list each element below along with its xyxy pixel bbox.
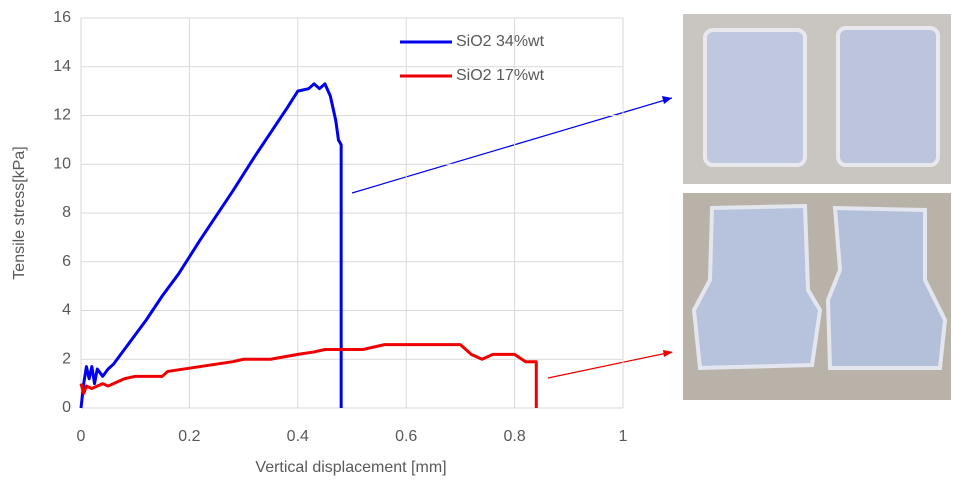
x-tick-label: 1 (619, 428, 628, 445)
legend-label: SiO2 34%wt (456, 33, 545, 50)
photo-top (683, 14, 951, 184)
y-tick-label: 6 (62, 253, 71, 270)
sample-piece (825, 205, 948, 370)
y-tick-label: 10 (53, 155, 71, 172)
y-axis-title: Tensile stress[kPa] (11, 146, 28, 279)
x-tick-label: 0.2 (178, 428, 200, 445)
y-tick-label: 16 (53, 9, 71, 26)
x-tick-label: 0.6 (395, 428, 417, 445)
y-tick-label: 2 (62, 350, 71, 367)
x-tick-label: 0 (77, 428, 86, 445)
x-axis-title: Vertical displacement [mm] (255, 459, 446, 476)
y-tick-label: 0 (62, 399, 71, 416)
x-tick-label: 0.8 (503, 428, 525, 445)
annotation-arrow (351, 97, 673, 194)
legend-label: SiO2 17%wt (456, 67, 545, 84)
y-tick-label: 12 (53, 107, 71, 124)
photo-bottom (683, 193, 951, 400)
sample-piece (836, 26, 940, 167)
y-tick-label: 14 (53, 58, 71, 75)
arrow-head (662, 96, 672, 104)
x-tick-label: 0.4 (287, 428, 309, 445)
y-tick-label: 4 (62, 302, 71, 319)
data-line (79, 343, 538, 408)
sample-piece (703, 28, 807, 167)
sample-piece (691, 203, 823, 371)
annotation-arrow (547, 351, 673, 379)
arrow-head (663, 350, 673, 357)
data-line (79, 82, 343, 409)
y-tick-label: 8 (62, 204, 71, 221)
